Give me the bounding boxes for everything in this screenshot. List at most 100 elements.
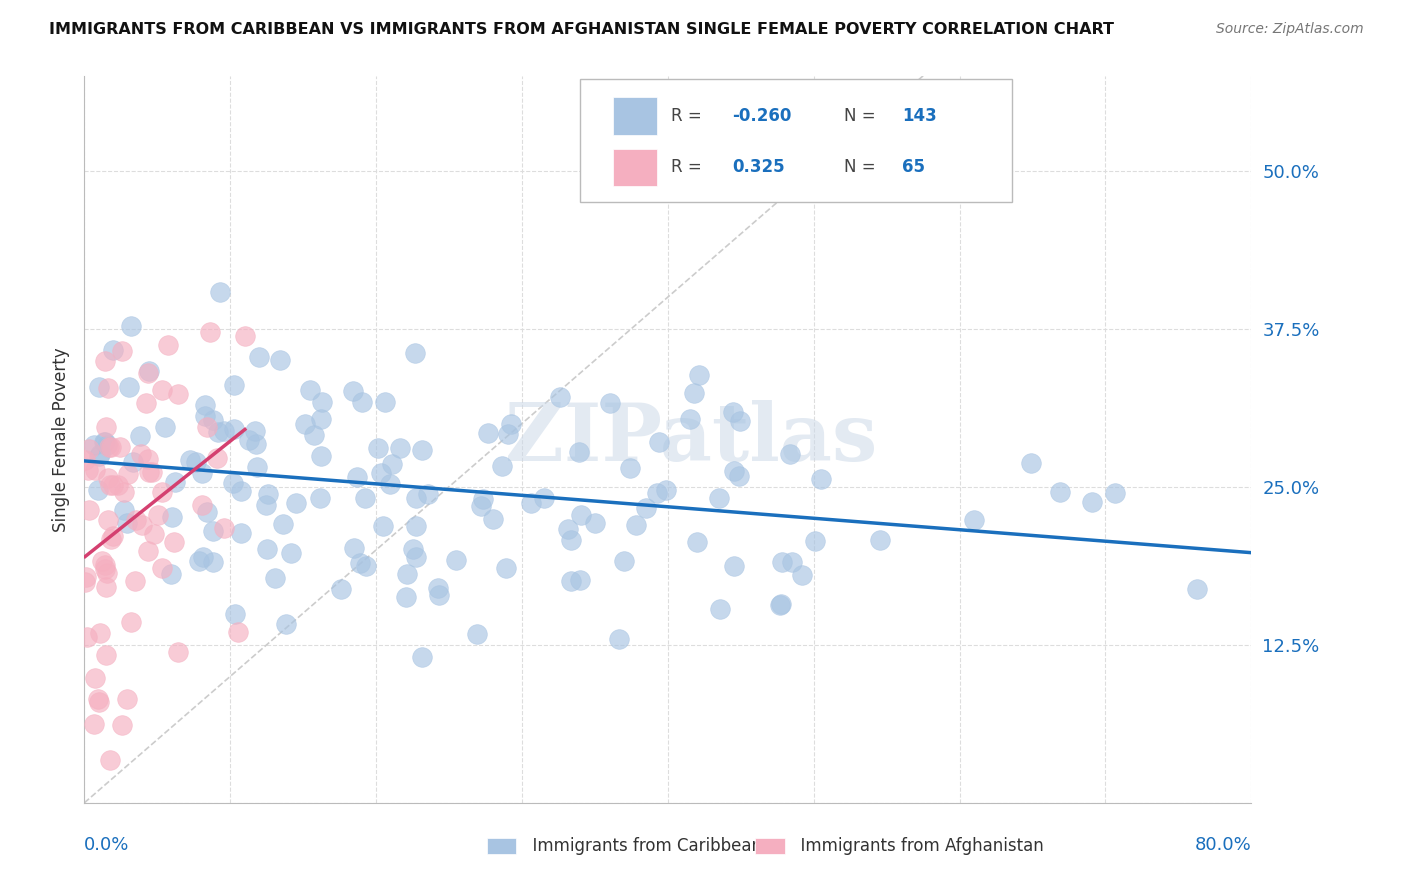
Text: 0.325: 0.325 <box>733 159 785 177</box>
Point <box>87 483 110 497</box>
Point <box>202 524 225 538</box>
Point <box>304 427 326 442</box>
Point <box>405 491 427 505</box>
Text: IMMIGRANTS FROM CARIBBEAN VS IMMIGRANTS FROM AFGHANISTAN SINGLE FEMALE POVERTY C: IMMIGRANTS FROM CARIBBEAN VS IMMIGRANTS … <box>49 22 1114 37</box>
Point <box>101 529 124 543</box>
Point <box>231 483 253 498</box>
Point <box>117 379 139 393</box>
Point <box>683 385 706 400</box>
Point <box>599 396 621 410</box>
Point <box>120 318 142 333</box>
Point <box>160 509 183 524</box>
Point <box>195 505 218 519</box>
Bar <box>486 838 516 855</box>
Point <box>108 440 131 454</box>
Point <box>354 559 377 574</box>
Point <box>84 463 107 477</box>
Point <box>411 443 433 458</box>
Point <box>166 645 188 659</box>
Point <box>654 483 676 497</box>
Point <box>75 570 97 584</box>
Point <box>569 574 592 588</box>
Point <box>645 485 668 500</box>
Point <box>380 477 402 491</box>
Point <box>963 513 986 527</box>
Text: Immigrants from Caribbean: Immigrants from Caribbean <box>522 838 762 855</box>
Point <box>97 381 120 395</box>
Point <box>405 550 427 565</box>
Point <box>636 500 658 515</box>
Point <box>280 546 302 560</box>
Text: 80.0%: 80.0% <box>1195 836 1251 854</box>
Point <box>560 574 582 588</box>
Point <box>138 465 160 479</box>
Point <box>229 525 252 540</box>
Point <box>648 435 671 450</box>
Point <box>571 508 593 522</box>
Point <box>167 387 190 401</box>
Point <box>77 503 100 517</box>
Point <box>87 692 110 706</box>
Point <box>131 447 153 461</box>
Point <box>371 518 394 533</box>
Point <box>381 457 404 471</box>
Point <box>1081 495 1104 509</box>
Point <box>256 498 278 512</box>
Point <box>495 561 517 575</box>
Point <box>128 429 150 443</box>
Point <box>709 601 731 615</box>
Point <box>405 518 427 533</box>
Point <box>233 328 256 343</box>
Point <box>721 405 744 419</box>
Point <box>728 469 751 483</box>
Point <box>396 567 419 582</box>
Point <box>624 517 647 532</box>
Text: Immigrants from Afghanistan: Immigrants from Afghanistan <box>790 838 1045 855</box>
Point <box>367 441 389 455</box>
Point <box>191 466 214 480</box>
Point <box>770 555 793 569</box>
Point <box>93 354 115 368</box>
Point <box>299 383 322 397</box>
Point <box>136 543 159 558</box>
Y-axis label: Single Female Poverty: Single Female Poverty <box>52 347 70 532</box>
Point <box>707 491 730 505</box>
Point <box>87 449 110 463</box>
Point <box>198 325 221 339</box>
Point <box>103 478 125 492</box>
Point <box>810 472 832 486</box>
Point <box>350 394 373 409</box>
Point <box>107 478 129 492</box>
Point <box>404 346 426 360</box>
Point <box>222 475 245 490</box>
Point <box>284 496 307 510</box>
Point <box>91 554 114 568</box>
Point <box>245 424 267 438</box>
Point <box>501 417 523 431</box>
Point <box>117 692 139 706</box>
Point <box>482 511 505 525</box>
Point <box>135 395 157 409</box>
Point <box>427 588 450 602</box>
Point <box>686 534 709 549</box>
Point <box>142 526 165 541</box>
Point <box>790 568 813 582</box>
Point <box>202 412 225 426</box>
Point <box>136 366 159 380</box>
Point <box>471 491 494 506</box>
Point <box>77 463 100 477</box>
Point <box>519 496 541 510</box>
Point <box>159 567 181 582</box>
Point <box>122 455 145 469</box>
Text: R =: R = <box>671 159 713 177</box>
Point <box>194 409 217 424</box>
Point <box>613 554 636 568</box>
Point <box>89 380 111 394</box>
Point <box>370 466 392 480</box>
Point <box>150 561 173 575</box>
Point <box>111 344 134 359</box>
Point <box>115 516 138 530</box>
Point <box>125 513 148 527</box>
Point <box>93 435 115 450</box>
Point <box>207 425 229 439</box>
